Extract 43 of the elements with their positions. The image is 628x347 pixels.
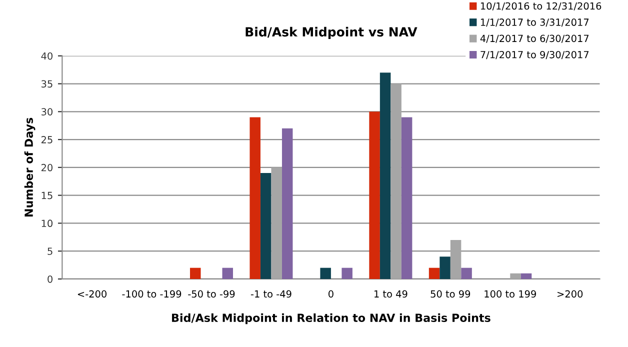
y-tick-label: 15 xyxy=(42,192,52,200)
legend-label: 7/1/2017 to 9/30/2017 xyxy=(480,50,589,60)
bar xyxy=(260,173,272,279)
y-axis-title: Number of Days xyxy=(24,118,36,216)
x-tick-label: -1 to -49 xyxy=(250,290,292,298)
x-tick-label: -100 to -199 xyxy=(122,290,182,298)
y-tick-label: 20 xyxy=(41,164,52,172)
legend-label: 4/1/2017 to 6/30/2017 xyxy=(480,34,589,43)
chart-title: Bid/Ask Midpoint vs NAV xyxy=(246,26,418,40)
y-tick-label: 25 xyxy=(41,136,52,144)
bar xyxy=(450,240,462,279)
y-tick-label: 40 xyxy=(41,52,52,60)
bar xyxy=(271,167,282,279)
y-tick-label: 0 xyxy=(48,275,52,283)
bar xyxy=(510,273,521,279)
bar xyxy=(320,268,331,279)
x-tick-label: <-200 xyxy=(78,290,106,298)
y-tick-label: 10 xyxy=(42,220,52,228)
x-tick-label: -50 to -99 xyxy=(188,290,235,298)
bar xyxy=(342,268,352,279)
x-tick-label: 1 to 49 xyxy=(374,290,408,298)
x-tick-label: 100 to 199 xyxy=(484,290,536,298)
bar xyxy=(222,268,233,279)
y-tick-label: 5 xyxy=(48,248,52,255)
x-tick-label: >200 xyxy=(558,290,583,298)
bar xyxy=(190,268,201,279)
x-tick-label: 50 to 99 xyxy=(430,290,470,298)
bar xyxy=(440,256,450,279)
bar xyxy=(369,112,380,279)
bar xyxy=(461,268,472,279)
bar xyxy=(401,117,412,279)
bar xyxy=(390,84,402,279)
bar xyxy=(282,128,293,279)
bar xyxy=(520,273,532,279)
bar xyxy=(428,268,440,279)
legend-label: 1/1/2017 to 3/31/2017 xyxy=(480,18,589,27)
x-axis-title: Bid/Ask Midpoint in Relation to NAV in Basis Points xyxy=(172,313,490,324)
bar xyxy=(380,72,391,279)
x-tick-label: 0 xyxy=(328,290,334,298)
y-tick-label: 35 xyxy=(42,80,52,88)
bar xyxy=(250,117,260,279)
legend-label: 10/1/2016 to 12/31/2016 xyxy=(480,2,602,10)
y-tick-label: 30 xyxy=(42,108,52,116)
